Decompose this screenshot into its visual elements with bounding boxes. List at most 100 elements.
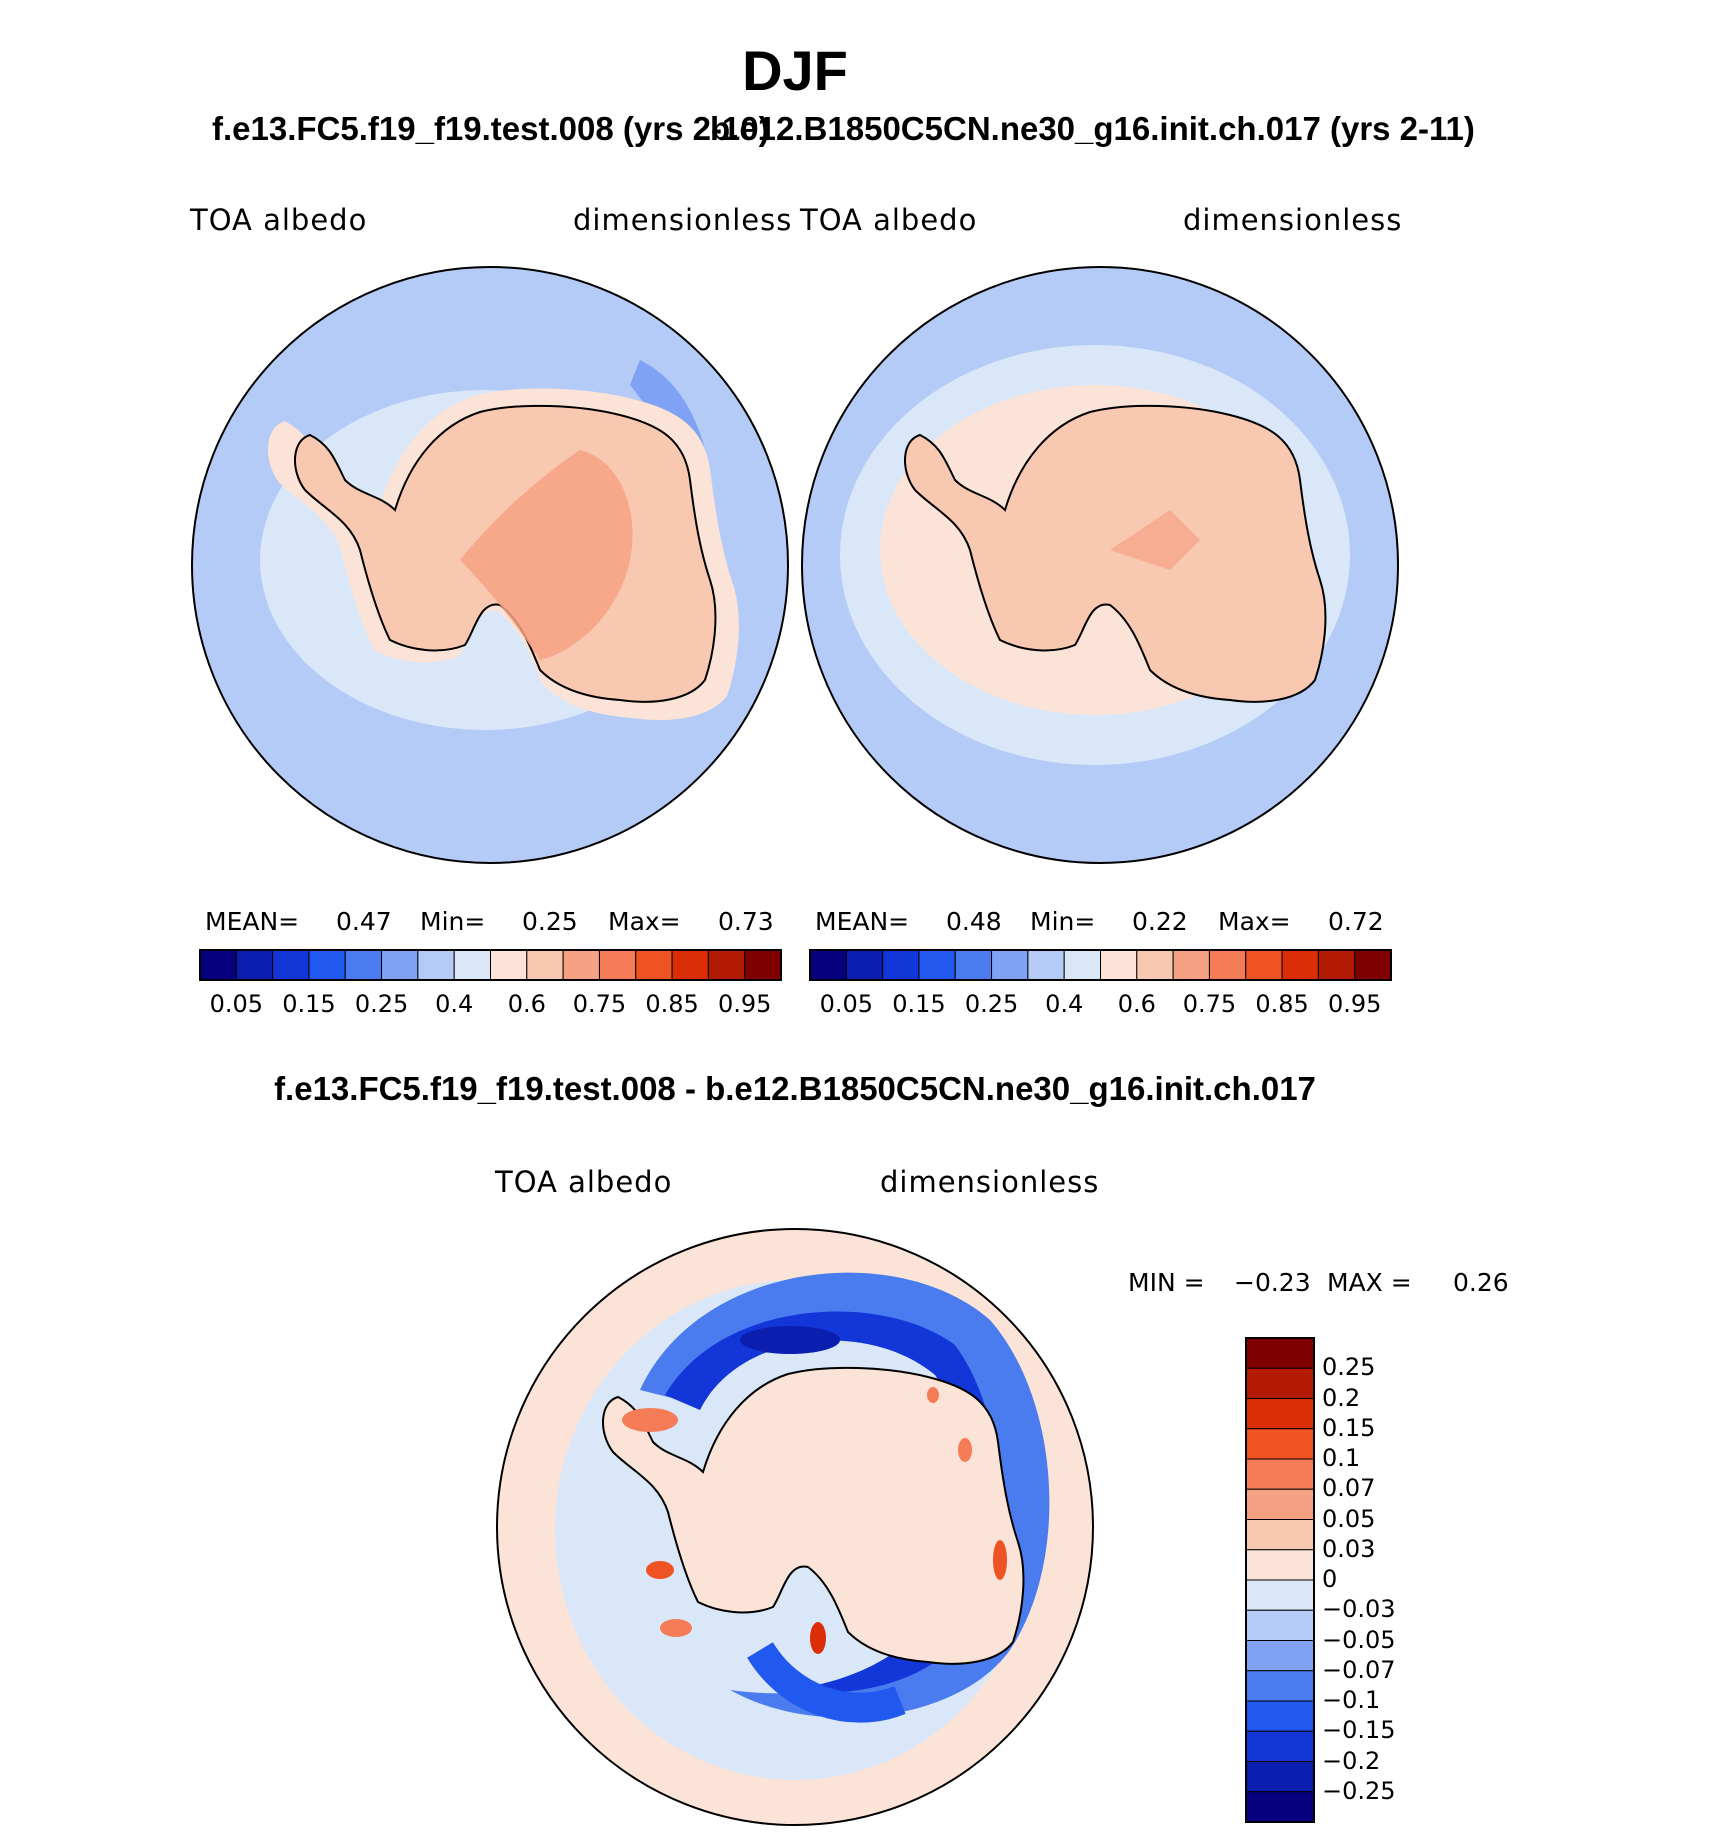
colorbar-cell — [1245, 1549, 1315, 1581]
colorbar-cell — [526, 949, 564, 981]
colorbar-cell — [1245, 1367, 1315, 1399]
colorbar-tick-label: 0.85 — [1255, 990, 1309, 1018]
colorbar-cell — [1027, 949, 1065, 981]
panel2-units-label: dimensionless — [1183, 203, 1403, 237]
diff-max-value: 0.26 — [1453, 1268, 1509, 1297]
case1-title: f.e13.FC5.f19_f19.test.008 (yrs 2-10) — [212, 110, 770, 147]
colorbar-tick-label: 0.15 — [1322, 1413, 1376, 1442]
colorbar-cell — [562, 949, 600, 981]
colorbar-cell — [954, 949, 993, 981]
panel1-min-value: 0.25 — [522, 907, 578, 936]
colorbar-cell — [1245, 1609, 1315, 1641]
diff-max-label: MAX = — [1327, 1268, 1412, 1297]
season-title: DJF — [742, 39, 848, 102]
panel2-max-value: 0.72 — [1328, 907, 1384, 936]
colorbar-tick-label: 0.25 — [354, 990, 409, 1018]
colorbar-cell — [671, 949, 709, 981]
panel1-max-label: Max= — [608, 907, 681, 936]
colorbar-cell — [1245, 1640, 1315, 1672]
diff-variable-label: TOA albedo — [495, 1165, 673, 1199]
colorbar-cell — [809, 949, 847, 981]
colorbar-tick-label: −0.25 — [1322, 1776, 1396, 1805]
colorbar-cell — [882, 949, 920, 981]
colorbar-cell — [1245, 1428, 1315, 1460]
colorbar-tick-label: 0.95 — [1327, 990, 1382, 1018]
panel1-variable-label: TOA albedo — [190, 203, 368, 237]
colorbar-cell — [1136, 949, 1174, 981]
colorbar-tick-label: 0.85 — [645, 990, 699, 1018]
colorbar-cell — [417, 949, 455, 981]
diff-units-label: dimensionless — [880, 1165, 1100, 1199]
map-panel-2 — [801, 266, 1399, 864]
panel2-mean-label: MEAN= — [815, 907, 910, 936]
colorbar-cell — [1245, 1670, 1315, 1702]
colorbar-tick-label: 0.05 — [1322, 1504, 1376, 1533]
colorbar-tick-label: 0.4 — [1045, 990, 1084, 1018]
colorbar-tick-label: 0.2 — [1322, 1383, 1361, 1412]
colorbar-cell — [272, 949, 310, 981]
panel2-min-value: 0.22 — [1132, 907, 1188, 936]
colorbar-tick-label: 0.25 — [1322, 1353, 1376, 1382]
colorbar-cell — [1281, 949, 1319, 981]
colorbar-cell — [1245, 1791, 1315, 1823]
colorbar-tick-label: −0.15 — [1322, 1716, 1396, 1745]
panel2-min-label: Min= — [1030, 907, 1096, 936]
panel1-mean-value: 0.47 — [336, 907, 392, 936]
panel1-mean-label: MEAN= — [205, 907, 300, 936]
colorbar-cell — [918, 949, 956, 981]
colorbar-cell — [453, 949, 491, 981]
colorbar-cell — [635, 949, 673, 981]
colorbar-cell — [1100, 949, 1138, 981]
colorbar-cell — [199, 949, 237, 981]
colorbar-tick-label: 0.95 — [717, 990, 772, 1018]
colorbar-diff — [1245, 1337, 1315, 1823]
panel2-variable-label: TOA albedo — [800, 203, 978, 237]
colorbar-tick-label: 0.75 — [1182, 990, 1237, 1018]
colorbar-cell — [1245, 1579, 1315, 1611]
colorbar-tick-label: −0.1 — [1322, 1686, 1381, 1714]
colorbar-cell — [1245, 1730, 1315, 1762]
colorbar-cell — [1245, 1519, 1315, 1551]
colorbar-tick-label: 0.05 — [209, 990, 264, 1018]
colorbar-cell — [845, 949, 884, 981]
colorbar-cell — [1245, 1700, 1315, 1732]
colorbar-cell — [1245, 1458, 1315, 1490]
diff-min-value: −0.23 — [1234, 1268, 1311, 1297]
colorbar-tick-label: 0.05 — [819, 990, 874, 1018]
diff-min-label: MIN = — [1128, 1268, 1205, 1297]
colorbar-cell — [1354, 949, 1392, 981]
colorbar-cell — [308, 949, 346, 981]
colorbar-tick-label: −0.05 — [1322, 1625, 1396, 1654]
panel1-max-value: 0.73 — [718, 907, 774, 936]
panel2-max-label: Max= — [1218, 907, 1291, 936]
map-panel-diff — [496, 1228, 1094, 1826]
colorbar-tick-label: −0.07 — [1322, 1655, 1396, 1684]
colorbar-tick-label: −0.03 — [1322, 1595, 1396, 1624]
colorbar-cell — [991, 949, 1029, 981]
colorbar-tick-label: 0.6 — [1117, 990, 1156, 1018]
map-panel-1 — [191, 266, 789, 864]
colorbar-tick-label: 0.03 — [1322, 1534, 1376, 1563]
colorbar-tick-label: 0.07 — [1322, 1474, 1376, 1503]
panel2-mean-value: 0.48 — [946, 907, 1002, 936]
colorbar-cell — [344, 949, 383, 981]
colorbar-cell — [1245, 1488, 1315, 1520]
colorbar-cell — [381, 949, 419, 981]
colorbar-tick-label: 0.6 — [507, 990, 546, 1018]
colorbar-cell — [598, 949, 637, 981]
colorbar-cell — [707, 949, 746, 981]
colorbar-cell — [1208, 949, 1247, 981]
colorbar-cell — [1245, 949, 1283, 981]
colorbar-cell — [744, 949, 782, 981]
colorbar-cell — [1063, 949, 1101, 981]
colorbar-tick-label: 0.15 — [282, 990, 336, 1018]
colorbar-tick-label: 0.15 — [892, 990, 946, 1018]
colorbar-cell — [235, 949, 274, 981]
colorbar-cell — [1317, 949, 1356, 981]
colorbar-2 — [809, 949, 1392, 981]
colorbar-tick-label: 0.1 — [1322, 1444, 1361, 1472]
colorbar-cell — [1245, 1761, 1315, 1793]
colorbar-tick-label: −0.2 — [1322, 1746, 1381, 1775]
colorbar-cell — [490, 949, 528, 981]
